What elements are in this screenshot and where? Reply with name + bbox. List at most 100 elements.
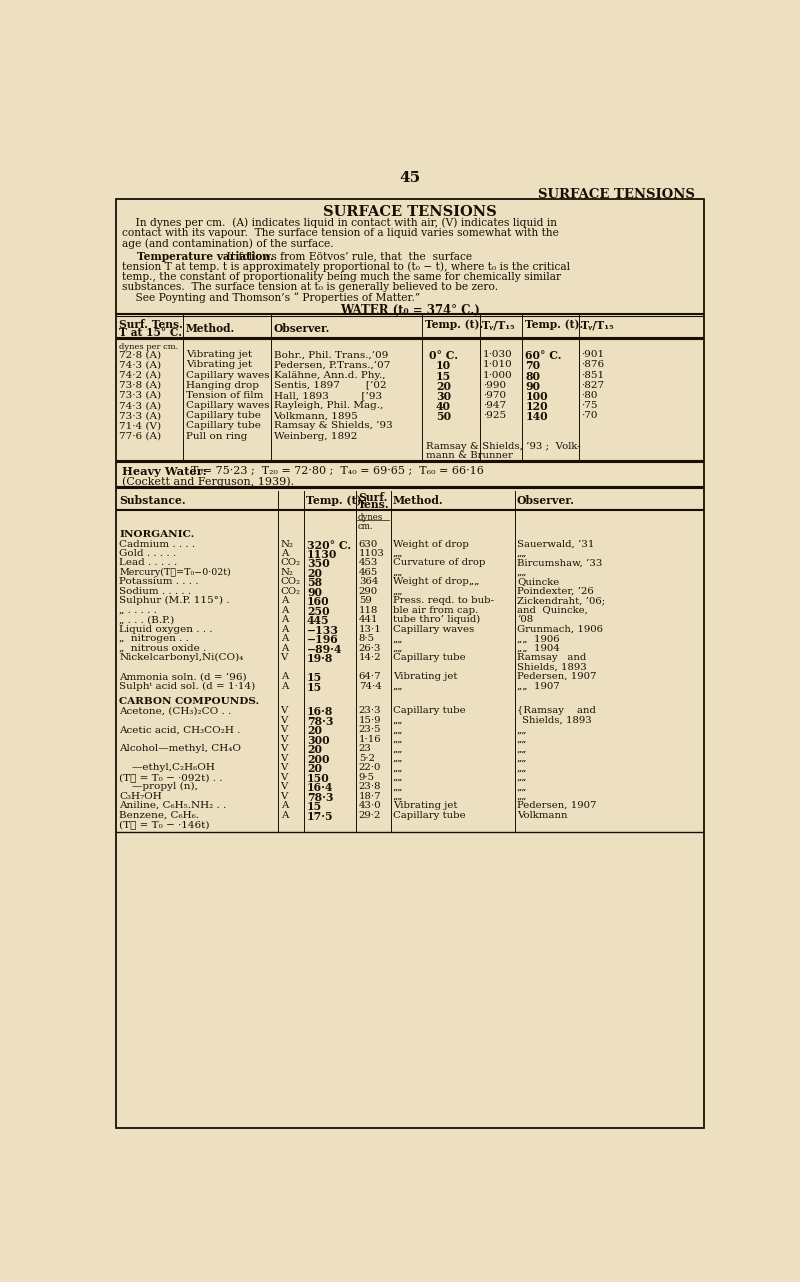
Text: 350: 350 [307, 559, 330, 569]
Text: V: V [281, 763, 288, 772]
Text: Ramsay   and: Ramsay and [517, 653, 586, 663]
Text: 29·2: 29·2 [359, 810, 382, 819]
Text: Shields, 1893: Shields, 1893 [517, 663, 586, 672]
Text: „„  1906: „„ 1906 [517, 635, 559, 644]
Text: V: V [281, 745, 288, 754]
Text: A: A [281, 801, 288, 810]
Text: 140: 140 [526, 412, 548, 422]
Text: 5·2: 5·2 [359, 754, 375, 763]
Text: Tens.: Tens. [358, 500, 390, 510]
Text: 80: 80 [526, 370, 541, 382]
Text: Observer.: Observer. [274, 323, 330, 335]
Text: „„: „„ [517, 763, 527, 772]
Text: 465: 465 [359, 568, 378, 577]
Text: A: A [281, 606, 288, 615]
Text: Pedersen, 1907: Pedersen, 1907 [517, 801, 597, 810]
Text: 1130: 1130 [307, 549, 338, 560]
Text: 72·8 (A): 72·8 (A) [118, 350, 161, 359]
Text: Acetone, (CH₃)₂CO . .: Acetone, (CH₃)₂CO . . [119, 706, 232, 715]
Text: Poindexter, ’26: Poindexter, ’26 [517, 587, 594, 596]
Text: cm.: cm. [358, 522, 373, 531]
Text: 18·7: 18·7 [359, 792, 382, 801]
Text: 23·3: 23·3 [359, 706, 382, 715]
Text: SURFACE TENSIONS: SURFACE TENSIONS [538, 188, 694, 201]
Text: A: A [281, 596, 288, 605]
Text: Capillary waves: Capillary waves [393, 624, 474, 633]
Text: Tension of film: Tension of film [186, 391, 263, 400]
Text: Vibrating jet: Vibrating jet [393, 801, 458, 810]
Text: substances.  The surface tension at t₀ is generally believed to be zero.: substances. The surface tension at t₀ is… [122, 282, 498, 292]
Text: mann & Brunner: mann & Brunner [426, 451, 512, 460]
Text: Temp. (t).: Temp. (t). [525, 319, 583, 331]
Text: —ethyl,C₂H₆OH: —ethyl,C₂H₆OH [119, 763, 215, 772]
Text: Pedersen, P.Trans.,’07: Pedersen, P.Trans.,’07 [274, 360, 390, 369]
Text: 10: 10 [436, 360, 451, 372]
Text: C₃H₇OH: C₃H₇OH [119, 792, 162, 801]
Text: Tᵧ/T₁₅: Tᵧ/T₁₅ [482, 319, 516, 331]
Text: 78·3: 78·3 [307, 792, 334, 803]
Text: „„: „„ [393, 715, 403, 724]
Text: 15: 15 [436, 370, 451, 382]
Text: Capillary tube: Capillary tube [393, 810, 466, 819]
Text: 14·2: 14·2 [359, 653, 382, 663]
Text: ·990: ·990 [483, 381, 506, 390]
Text: Sentis, 1897        [’02: Sentis, 1897 [’02 [274, 381, 386, 390]
Text: „„: „„ [393, 726, 403, 735]
Text: A: A [281, 615, 288, 624]
Text: 118: 118 [359, 606, 378, 615]
Text: „ . . . . .: „ . . . . . [119, 606, 158, 615]
Text: V: V [281, 706, 288, 715]
Text: „„: „„ [393, 735, 403, 744]
Text: 20: 20 [307, 726, 322, 736]
Text: Sulphᵗ acid sol. (d = 1·14): Sulphᵗ acid sol. (d = 1·14) [119, 682, 256, 691]
Text: „„: „„ [393, 763, 403, 772]
Text: 23·8: 23·8 [359, 782, 382, 791]
Text: Ramsay & Shields, ’93 ;  Volk-: Ramsay & Shields, ’93 ; Volk- [426, 442, 580, 451]
Text: A: A [281, 635, 288, 644]
Text: Bircumshaw, ’33: Bircumshaw, ’33 [517, 559, 602, 568]
Text: „„: „„ [393, 587, 403, 596]
Text: 58: 58 [307, 577, 322, 588]
Text: 441: 441 [359, 615, 378, 624]
Text: 0° C.: 0° C. [429, 350, 458, 362]
Text: A: A [281, 644, 288, 653]
Text: V: V [281, 726, 288, 735]
Text: A: A [281, 624, 288, 633]
Text: dynes per cm.: dynes per cm. [118, 342, 178, 350]
Text: T at 15° C.: T at 15° C. [118, 327, 182, 338]
Text: CO₂: CO₂ [281, 559, 301, 568]
Text: Sulphur (M.P. 115°) .: Sulphur (M.P. 115°) . [119, 596, 230, 605]
Text: „  nitrogen . .: „ nitrogen . . [119, 635, 190, 644]
Text: Benzene, C₆H₆.: Benzene, C₆H₆. [119, 810, 199, 819]
Text: ·876: ·876 [582, 360, 605, 369]
Text: Capillary waves: Capillary waves [186, 370, 270, 379]
Text: Zickendraht, ’06;: Zickendraht, ’06; [517, 596, 606, 605]
Text: 17·5: 17·5 [307, 810, 334, 822]
Text: Pull on ring: Pull on ring [186, 432, 247, 441]
Text: 1·030: 1·030 [483, 350, 513, 359]
Text: 77·6 (A): 77·6 (A) [118, 432, 161, 441]
Text: and  Quincke,: and Quincke, [517, 606, 588, 615]
Text: ble air from cap.: ble air from cap. [393, 606, 478, 615]
Text: ·851: ·851 [582, 370, 605, 379]
Text: „„: „„ [393, 635, 403, 644]
Text: Vibrating jet: Vibrating jet [186, 350, 252, 359]
Text: CARBON COMPOUNDS.: CARBON COMPOUNDS. [119, 697, 260, 706]
Text: ·901: ·901 [582, 350, 605, 359]
Text: 320° C.: 320° C. [307, 540, 351, 550]
Text: —propyl (n),: —propyl (n), [119, 782, 198, 791]
Text: 453: 453 [359, 559, 378, 568]
Text: 90: 90 [307, 587, 322, 597]
Text: Method.: Method. [186, 323, 235, 335]
Text: 250: 250 [307, 606, 330, 617]
Text: 15·9: 15·9 [359, 715, 382, 724]
Text: Vibrating jet: Vibrating jet [186, 360, 252, 369]
Text: A: A [281, 549, 288, 558]
Text: 64·7: 64·7 [359, 672, 382, 681]
Text: {Ramsay    and: {Ramsay and [517, 706, 596, 715]
Text: Observer.: Observer. [517, 495, 575, 506]
Text: „„: „„ [517, 568, 527, 577]
Text: V: V [281, 773, 288, 782]
Text: Hall, 1893          [’93: Hall, 1893 [’93 [274, 391, 382, 400]
Text: ·970: ·970 [483, 391, 506, 400]
